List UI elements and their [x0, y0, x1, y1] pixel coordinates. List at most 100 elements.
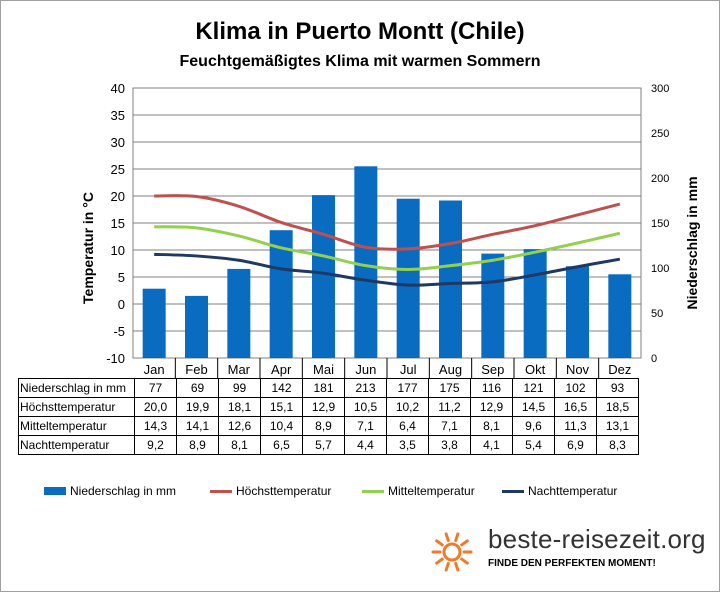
- precipitation-bar: [227, 268, 251, 358]
- precipitation-bar: [269, 230, 293, 358]
- table-cell: 5,4: [512, 435, 555, 455]
- table-cell: 12,9: [470, 397, 513, 417]
- table-row-header: Nachttemperatur: [18, 435, 135, 455]
- table-cell: 6,4: [386, 416, 429, 436]
- precipitation-bar: [312, 195, 335, 358]
- table-cell: 213: [344, 378, 387, 398]
- series-line-Höchsttemperatur: [154, 194, 621, 251]
- table-cell: 175: [428, 378, 471, 398]
- legend-swatch: [44, 487, 66, 495]
- y-left-tick-label: 25: [111, 162, 125, 177]
- legend-item: Mitteltemperatur: [362, 484, 475, 498]
- table-row: Höchsttemperatur 20,0 19,9 18,1 15,1 12,9 10,5…: [18, 397, 639, 417]
- chart-subtitle: Feuchtgemäßigtes Klima mit warmen Sommer…: [179, 53, 541, 70]
- table-cell: 181: [302, 378, 345, 398]
- data-table: Niederschlag in mm 77 69 99 142 181 213 177 175 1…: [18, 378, 639, 455]
- y-left-tick-label: -5: [113, 324, 125, 339]
- y-right-tick-label: 250: [651, 128, 669, 140]
- precipitation-bar: [396, 198, 420, 358]
- legend-item: Niederschlag in mm: [44, 484, 176, 498]
- table-cell: 15,1: [260, 397, 303, 417]
- table-cell: 13,1: [596, 416, 639, 436]
- table-cell: 8,1: [218, 435, 261, 455]
- table-cell: 8,1: [470, 416, 513, 436]
- legend-swatch: [362, 489, 384, 493]
- legend-item: Nachttemperatur: [502, 484, 617, 498]
- table-cell: 3,8: [428, 435, 471, 455]
- legend-label: Höchsttemperatur: [236, 484, 332, 498]
- y-left-axis-title: Temperatur in °C: [80, 192, 96, 304]
- table-cell: 14,5: [512, 397, 555, 417]
- precipitation-bar: [439, 200, 462, 358]
- table-cell: 177: [386, 378, 429, 398]
- legend-label: Mitteltemperatur: [388, 484, 475, 498]
- table-cell: 77: [134, 378, 177, 398]
- table-cell: 4,1: [470, 435, 513, 455]
- y-left-tick-label: 0: [118, 297, 125, 312]
- table-cell: 19,9: [176, 397, 219, 417]
- x-tick-label: Sep: [481, 362, 504, 377]
- table-cell: 142: [260, 378, 303, 398]
- table-cell: 3,5: [386, 435, 429, 455]
- y-left-tick-label: 15: [111, 216, 125, 231]
- table-cell: 14,3: [134, 416, 177, 436]
- precipitation-bar: [566, 266, 589, 358]
- legend-swatch: [502, 489, 524, 493]
- y-left-tick-label: 30: [111, 135, 125, 150]
- table-cell: 69: [176, 378, 219, 398]
- y-left-tick-label: -10: [106, 351, 125, 366]
- table-cell: 7,1: [344, 416, 387, 436]
- legend-label: Niederschlag in mm: [70, 484, 177, 498]
- series-line-Nachttemperatur: [154, 252, 621, 287]
- x-tick-label: Apr: [271, 362, 292, 377]
- y-left-tick-label: 5: [118, 270, 125, 285]
- table-cell: 8,9: [176, 435, 219, 455]
- table-cell: 9,6: [512, 416, 555, 436]
- y-left-tick-label: 40: [111, 81, 125, 96]
- table-cell: 6,5: [260, 435, 303, 455]
- table-cell: 18,1: [218, 397, 261, 417]
- table-cell: 99: [218, 378, 261, 398]
- table-row-header: Höchsttemperatur: [18, 397, 135, 417]
- x-tick-label: Mai: [313, 362, 334, 377]
- table-row: Mitteltemperatur 14,3 14,1 12,6 10,4 8,9 7,1 6,…: [18, 416, 639, 436]
- x-tick-label: Jan: [144, 362, 165, 377]
- y-right-tick-label: 200: [651, 173, 669, 185]
- sun-icon: [431, 532, 473, 572]
- table-cell: 10,2: [386, 397, 429, 417]
- precipitation-bar: [354, 166, 378, 358]
- y-left-tick-label: 20: [111, 189, 125, 204]
- x-tick-label: Jul: [400, 362, 417, 377]
- table-cell: 121: [512, 378, 555, 398]
- table-cell: 5,7: [302, 435, 345, 455]
- table-row: Nachttemperatur 9,2 8,9 8,1 6,5 5,7 4,4 3,5 3,8 4…: [18, 435, 639, 455]
- y-right-tick-label: 50: [651, 308, 663, 320]
- table-cell: 11,2: [428, 397, 471, 417]
- precipitation-bar: [523, 249, 547, 358]
- logo-text: beste-reisezeit.org: [488, 524, 706, 554]
- table-cell: 12,9: [302, 397, 345, 417]
- table-cell: 14,1: [176, 416, 219, 436]
- x-tick-label: Okt: [525, 362, 546, 377]
- y-right-tick-label: 100: [651, 263, 669, 275]
- table-cell: 6,9: [554, 435, 597, 455]
- table-cell: 102: [554, 378, 597, 398]
- y-right-axis-title: Niederschlag in mm: [684, 176, 700, 309]
- precipitation-bar: [185, 295, 208, 358]
- table-cell: 9,2: [134, 435, 177, 455]
- x-tick-label: Nov: [566, 362, 590, 377]
- table-cell: 10,5: [344, 397, 387, 417]
- logo: beste-reisezeit.org FINDE DEN PERFEKTEN …: [428, 524, 718, 584]
- table-cell: 8,9: [302, 416, 345, 436]
- table-row: Niederschlag in mm 77 69 99 142 181 213 177 175 1…: [18, 378, 639, 398]
- x-tick-label: Mar: [228, 362, 251, 377]
- y-right-tick-label: 150: [651, 218, 669, 230]
- precipitation-bar: [608, 274, 632, 358]
- table-cell: 11,3: [554, 416, 597, 436]
- precipitation-bar: [142, 288, 166, 358]
- table-cell: 93: [596, 378, 639, 398]
- x-tick-label: Jun: [355, 362, 376, 377]
- table-cell: 4,4: [344, 435, 387, 455]
- table-cell: 12,6: [218, 416, 261, 436]
- x-tick-label: Dez: [608, 362, 631, 377]
